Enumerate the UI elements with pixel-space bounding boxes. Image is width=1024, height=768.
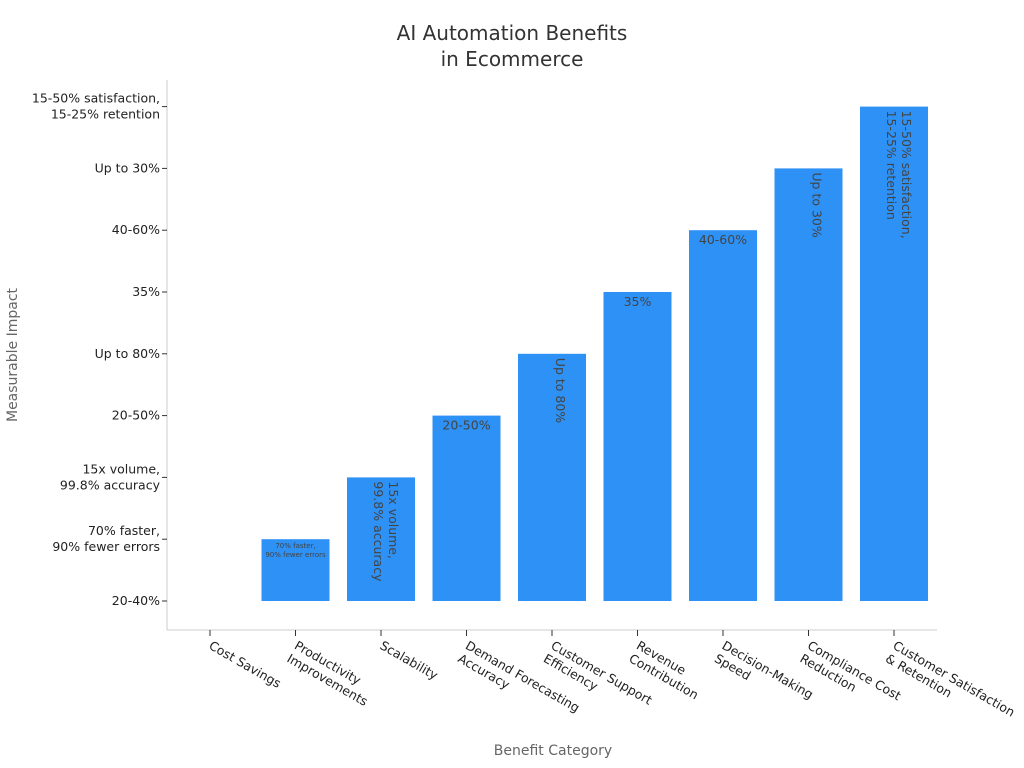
chart-title-line: in Ecommerce [441,47,584,71]
data-labels-group: 70% faster, 90% fewer errors 15x volume,99… [265,111,914,582]
y-tick-label: 70% faster, 90% fewer errors [52,523,160,554]
data-label: 40-60% [699,232,747,247]
x-tick-label: Decision-MakingSpeed [712,638,816,715]
bar [603,292,672,601]
bar [689,230,757,601]
y-tick-label: 15-50% satisfaction, 15-25% retention [32,91,160,122]
x-tick-label: ProductivityImprovements [285,638,378,709]
y-axis-title: Measurable Impact [5,287,21,422]
y-tick-label: 15x volume, 99.8% accuracy [60,461,161,492]
y-tick-label: Up to 30% [95,160,160,175]
y-ticks-group: 20-40% 70% faster, 90% fewer errors 15x vol… [32,91,167,608]
x-axis-title: Benefit Category [494,743,612,759]
x-tick-label: Compliance CostReduction [798,638,904,717]
x-tick-label: Cost Savings [207,638,284,691]
x-tick-label: Customer Satisfaction& Retention [883,638,1018,733]
x-ticks-group: Cost Savings ProductivityImprovements Scal… [207,630,1018,733]
bar [261,539,330,601]
chart-title-line: AI Automation Benefits [397,21,628,45]
data-label: 70% faster, 90% fewer errors [265,542,326,559]
data-label: 15-50% satisfaction,15-25% retention [884,111,914,239]
y-tick-label: 35% [132,284,160,299]
bar [860,106,928,601]
bar [432,415,501,601]
data-label: 15x volume,99.8% accuracy [371,481,401,582]
y-tick-label: 40-60% [112,222,160,237]
bars-group [261,106,928,601]
y-tick-label: 20-40% [112,593,160,608]
data-label: 20-50% [442,418,490,433]
data-label: 35% [624,294,652,309]
bar [774,168,843,601]
data-label: Up to 30% [810,172,825,237]
bar [347,477,415,601]
bar [518,353,586,601]
x-tick-label: Scalability [378,638,442,683]
y-tick-label: 20-50% [112,408,160,423]
data-label: Up to 80% [553,358,568,423]
y-tick-label: Up to 80% [95,346,160,361]
